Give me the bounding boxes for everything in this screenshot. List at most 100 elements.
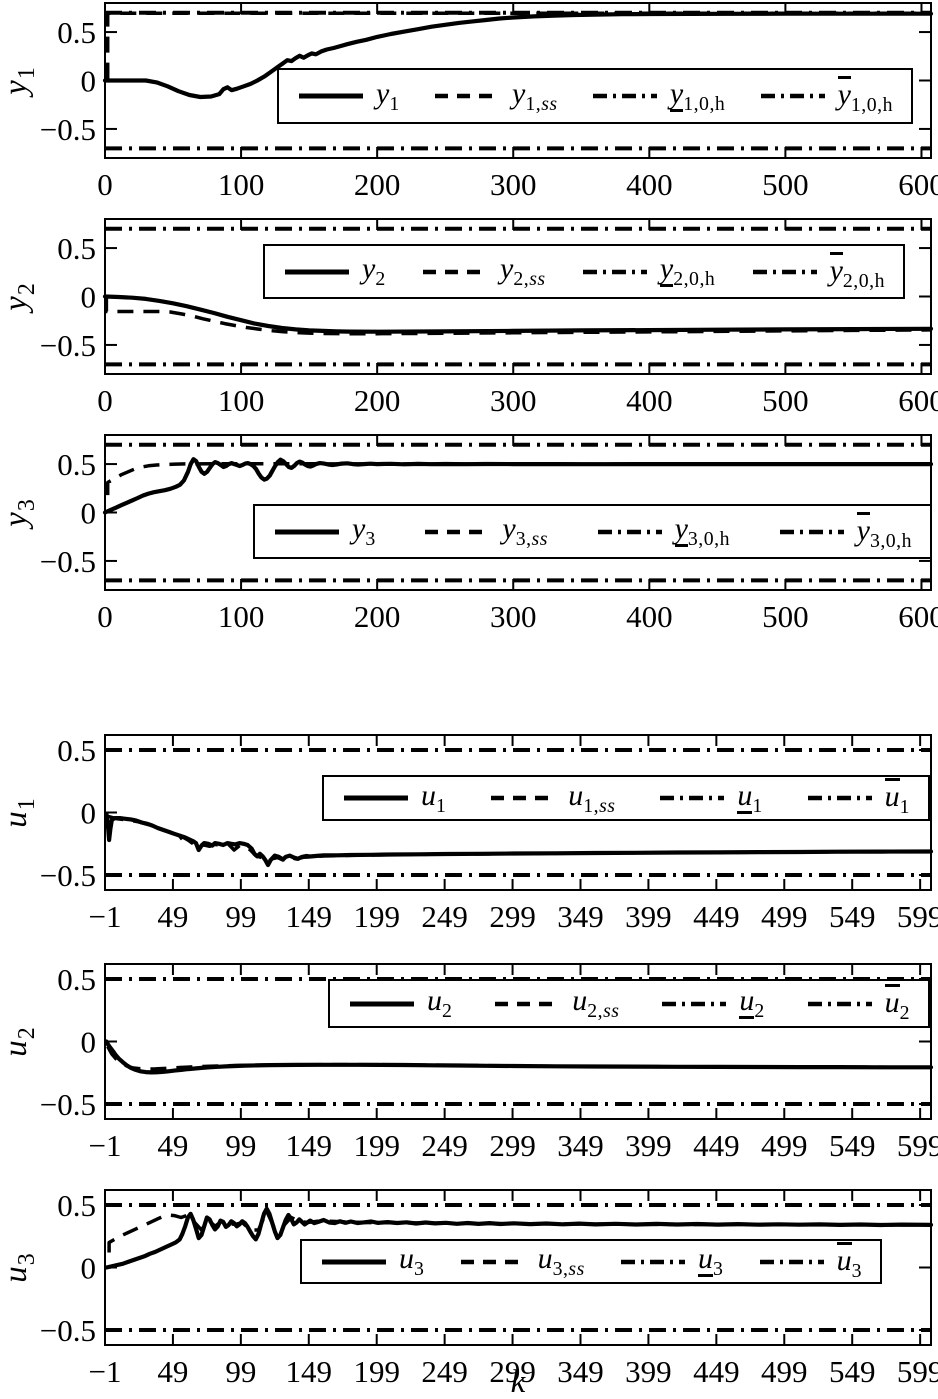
x-tick-label: 0 <box>97 383 113 418</box>
legend-label-subscript: 3 <box>851 1259 862 1282</box>
x-tick-label: 600 <box>898 167 938 202</box>
x-tick-label: −1 <box>89 899 122 934</box>
dashed-line-sample-icon <box>491 795 556 801</box>
legend-label: y1,0,h <box>669 76 726 115</box>
x-tick-label: 300 <box>490 167 537 202</box>
dashed-line-sample-icon <box>425 529 490 534</box>
legend-label: u2 <box>427 985 452 1022</box>
legend-label: u2 <box>884 983 910 1024</box>
legend-label-subscript: 1,0,h <box>683 92 726 115</box>
legend-label-subscript: 2,ss <box>513 268 546 291</box>
u3-axis-label: u3 <box>0 1253 40 1283</box>
x-tick-label: 549 <box>829 899 876 934</box>
legend-label: y1,ss <box>512 77 558 115</box>
legend-entry-solid-u1: u1 <box>342 778 446 817</box>
legend-label-subscript: 3,0,h <box>869 529 912 552</box>
x-tick-label: 199 <box>353 1128 400 1163</box>
legend-label-base: u <box>572 984 588 1018</box>
x-tick-label: 599 <box>897 1128 938 1163</box>
x-tick-label: 49 <box>157 1354 188 1389</box>
legend-label: y3 <box>352 513 376 550</box>
y3-legend: y3 y3,ss y3,0,h y3,0,h <box>253 504 932 559</box>
u1-axes: −1 49 99 149 199 249 299 349 399 449 499 549 599 0.5 0… <box>0 733 938 934</box>
solid-line-sample-icon <box>299 93 363 99</box>
legend-entry-solid-u3: u3 <box>320 1243 424 1280</box>
legend-label-base: y <box>669 76 684 112</box>
legend-label-base: y <box>500 252 514 286</box>
legend-label-base: y <box>362 252 376 286</box>
x-tick-label: 49 <box>157 899 188 934</box>
y1-ss-line <box>105 11 931 79</box>
legend-entry-dashed-u3: u3,ss <box>459 1243 585 1280</box>
legend-label: y2,0,h <box>829 251 885 292</box>
legend-label: u1 <box>421 778 446 817</box>
x-tick-label: 399 <box>625 899 672 934</box>
dashed-line-sample-icon <box>460 1259 525 1264</box>
subplot-u3: −1 49 99 149 199 249 299 349 399 449 499 549 599 0.5 0… <box>0 1188 938 1399</box>
legend-label-subscript: 3,0,h <box>687 528 730 551</box>
legend-label-subscript: 1 <box>389 92 400 115</box>
x-tick-label: 149 <box>286 899 333 934</box>
subplot-u1: −1 49 99 149 199 249 299 349 399 449 499 549 599 0.5 0… <box>0 733 938 949</box>
x-tick-label: 449 <box>693 1354 740 1389</box>
y1-axis-label: y1 <box>0 67 40 98</box>
x-tick-label: 0 <box>97 599 113 634</box>
x-tick-label: 49 <box>157 1128 188 1163</box>
y-tick-label: 0.5 <box>57 962 96 997</box>
x-tick-label: 349 <box>557 1354 604 1389</box>
x-tick-label: 349 <box>557 1128 604 1163</box>
legend-label-base: y <box>659 252 674 288</box>
y-tick-label: 0 <box>81 1251 97 1286</box>
y-tick-label: 0 <box>81 496 97 531</box>
x-tick-label: 0 <box>97 167 113 202</box>
legend-label: y1,0,h <box>837 76 893 116</box>
x-tick-label: 299 <box>489 899 536 934</box>
y-tick-label: −0.5 <box>40 858 96 893</box>
legend-label-base: y <box>674 512 688 548</box>
y-tick-label: 0.5 <box>57 1188 96 1223</box>
legend-entry-solid-y3: y3 <box>273 513 376 550</box>
solid-line-sample-icon <box>275 529 339 534</box>
legend-label-base: u <box>537 1242 553 1276</box>
x-tick-label: 600 <box>898 383 938 418</box>
legend-entry-solid-u2: u2 <box>348 985 452 1022</box>
legend-entry-dashed-y1: y1,ss <box>433 77 558 115</box>
legend-label-base: y <box>856 511 870 547</box>
y-tick-label: 0.5 <box>57 447 96 482</box>
dashdot-line-sample-icon <box>662 1001 727 1006</box>
x-tick-label: 400 <box>626 167 673 202</box>
legend-label-base: u <box>739 984 755 1020</box>
y3-line <box>102 457 934 515</box>
legend-label-base: u <box>884 778 900 814</box>
x-tick-label: 399 <box>625 1128 672 1163</box>
x-tick-label: −1 <box>89 1128 122 1163</box>
legend-label-base: y <box>352 512 366 546</box>
x-tick-label: 349 <box>557 899 604 934</box>
legend-entry-solid-y2: y2 <box>283 253 386 290</box>
legend-label: u1 <box>884 778 910 818</box>
u1-legend: u1 u1,ss u1 u1 <box>322 775 930 821</box>
x-tick-label: 500 <box>762 167 809 202</box>
dashdot-line-sample-icon <box>582 269 647 274</box>
x-tick-label: 449 <box>693 1128 740 1163</box>
legend-label: u3,ss <box>538 1243 585 1280</box>
legend-label-subscript: 2 <box>899 1001 910 1024</box>
legend-label: y3,0,h <box>856 511 912 552</box>
x-tick-label: 300 <box>490 383 537 418</box>
u1-axis-label: u1 <box>0 798 40 828</box>
x-tick-label: 99 <box>225 1354 256 1389</box>
legend-label: u2 <box>739 985 764 1022</box>
legend-entry-dashdot-u1: u1 <box>658 780 762 817</box>
legend-entry-dashdot-u3: u3 <box>758 1241 862 1282</box>
x-tick-label: 249 <box>421 1354 468 1389</box>
legend-label-base: u <box>421 778 436 812</box>
x-tick-label: 499 <box>761 1354 808 1389</box>
legend-label-subscript: 3,ss <box>515 528 548 551</box>
legend-entry-dashdot-y2: y2,0,h <box>581 253 715 290</box>
x-tick-label: 499 <box>761 1128 808 1163</box>
x-tick-label: 99 <box>225 899 256 934</box>
y-tick-label: 0.5 <box>57 231 96 266</box>
dashdot-line-sample-icon <box>592 93 657 99</box>
dashed-line-sample-icon <box>495 1001 560 1006</box>
u2-axis-label: u2 <box>0 1027 40 1057</box>
